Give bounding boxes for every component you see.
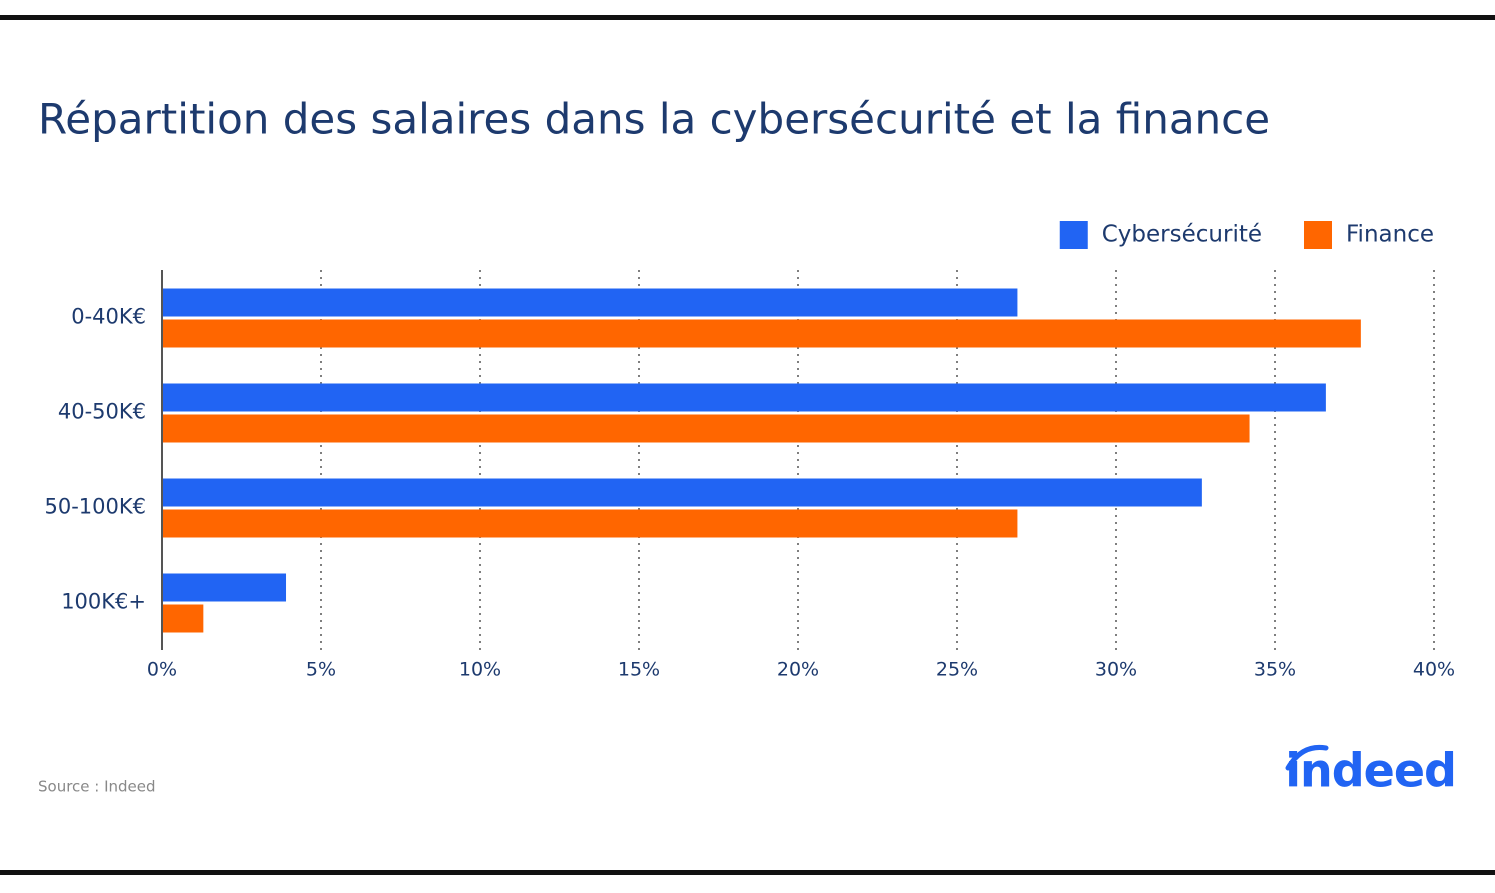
x-tick-label: 0% — [147, 659, 177, 681]
y-tick-label: 40-50K€ — [58, 400, 146, 424]
bar — [162, 319, 1361, 348]
y-tick-label: 50-100K€ — [44, 495, 146, 519]
legend-swatch — [1304, 221, 1332, 249]
bar — [162, 509, 1018, 538]
bar — [162, 414, 1250, 443]
bar — [162, 478, 1202, 507]
bottom-rule — [0, 870, 1495, 875]
logo-arc — [1285, 744, 1329, 771]
legend-swatch — [1059, 221, 1088, 249]
x-tick-label: 40% — [1413, 659, 1455, 681]
bar — [162, 604, 204, 633]
bar — [162, 288, 1018, 317]
x-tick-label: 5% — [306, 659, 336, 681]
x-tick-label: 20% — [777, 659, 819, 681]
x-tick-label: 30% — [1095, 659, 1137, 681]
x-tick-label: 10% — [459, 659, 501, 681]
legend-label: Finance — [1346, 222, 1434, 248]
x-tick-label: 25% — [936, 659, 978, 681]
y-tick-label: 100K€+ — [61, 590, 146, 614]
bar — [162, 383, 1326, 412]
legend-label: Cybersécurité — [1102, 222, 1262, 248]
y-tick-label: 0-40K€ — [71, 305, 146, 329]
logo: indeed — [1285, 744, 1456, 798]
top-rule — [0, 15, 1495, 20]
chart-title: Répartition des salaires dans la cybersé… — [38, 95, 1270, 144]
x-tick-label: 35% — [1254, 659, 1296, 681]
bar — [162, 573, 287, 602]
x-tick-label: 15% — [618, 659, 660, 681]
source: Source : Indeed — [38, 778, 156, 796]
